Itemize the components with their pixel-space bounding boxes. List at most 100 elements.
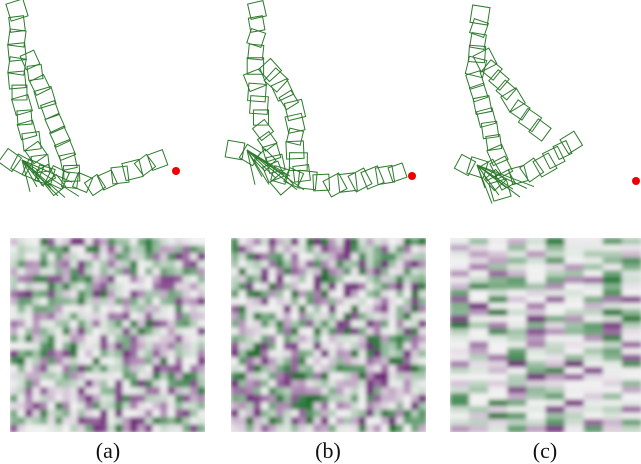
heatmap-cell (10, 290, 18, 298)
heatmap-cell (198, 290, 206, 298)
heatmap-cell (33, 410, 41, 418)
heatmap-cell (336, 372, 344, 380)
heatmap-cell (269, 320, 277, 328)
heatmap-cell (404, 402, 412, 410)
heatmap-cell (546, 342, 566, 349)
heatmap-cell (404, 238, 412, 246)
heatmap-cell (18, 320, 26, 328)
heatmap-cell (603, 413, 623, 420)
heatmap-cell (336, 328, 344, 336)
heatmap-cell (108, 357, 116, 365)
heatmap-cell (160, 238, 168, 246)
heatmap-cell (488, 367, 508, 374)
heatmap-cell (63, 298, 71, 306)
heatmap-cell (168, 305, 176, 313)
heatmap-cell (329, 387, 337, 395)
heatmap-cell (299, 275, 307, 283)
heatmap-cell (507, 309, 527, 316)
heatmap-cell (40, 395, 48, 403)
heatmap-cell (359, 387, 367, 395)
heatmap-cell (10, 365, 18, 373)
heatmap-cell (603, 380, 623, 387)
heatmap-cell (336, 380, 344, 388)
heatmap-cell (33, 335, 41, 343)
heatmap-cell (175, 365, 183, 373)
heatmap-cell (546, 329, 566, 336)
heatmap-cell (351, 320, 359, 328)
heatmap-cell (329, 335, 337, 343)
heatmap-cell (175, 357, 183, 365)
heatmap-cell (314, 425, 322, 433)
heatmap-cell (276, 365, 284, 373)
heatmap-cell (190, 402, 198, 410)
heatmap-cell (284, 335, 292, 343)
heatmap-cell (25, 365, 33, 373)
heatmap-cell (153, 260, 161, 268)
heatmap-cell (584, 361, 604, 368)
heatmap-cell (584, 400, 604, 407)
wire-square (30, 75, 51, 96)
heatmap-cell (396, 305, 404, 313)
heatmap-cell (198, 328, 206, 336)
heatmap-cell (488, 270, 508, 277)
heatmap-cell (130, 328, 138, 336)
heatmap-cell (622, 400, 641, 407)
heatmap-cell (108, 275, 116, 283)
heatmap-cell (396, 417, 404, 425)
heatmap-cell (115, 238, 123, 246)
heatmap-cell (261, 253, 269, 261)
heatmap-cell (622, 393, 641, 400)
heatmap-cell (123, 380, 131, 388)
heatmap-cell (33, 328, 41, 336)
heatmap-cell (55, 425, 63, 433)
heatmap-cell (190, 238, 198, 246)
heatmap-cell (85, 402, 93, 410)
heatmap-cell (40, 335, 48, 343)
heatmap-cell (366, 253, 374, 261)
heatmap-cell (40, 387, 48, 395)
heatmap-cell (299, 238, 307, 246)
heatmap-cell (18, 357, 26, 365)
heatmap-cell (469, 413, 489, 420)
heatmap-cell (321, 320, 329, 328)
heatmap-cell (239, 350, 247, 358)
heatmap-cell (261, 260, 269, 268)
heatmap-cell (55, 402, 63, 410)
heatmap-cell (55, 365, 63, 373)
heatmap-cell (299, 387, 307, 395)
heatmap-cell (351, 298, 359, 306)
heatmap-cell (344, 275, 352, 283)
heatmap-cell (246, 246, 254, 254)
heatmap-cell (138, 268, 146, 276)
heatmap-cell (374, 357, 382, 365)
heatmap-cell (100, 357, 108, 365)
heatmap-cell (160, 290, 168, 298)
heatmap-cell (404, 410, 412, 418)
heatmap-cell (153, 283, 161, 291)
heatmap-cell (10, 372, 18, 380)
heatmap-cell (546, 316, 566, 323)
heatmap-cell (381, 238, 389, 246)
heatmap-cell (291, 410, 299, 418)
heatmap-cell (183, 320, 191, 328)
heatmap-cell (33, 350, 41, 358)
heatmap-cell (488, 309, 508, 316)
heatmap-cell (70, 402, 78, 410)
heatmap-cell (239, 305, 247, 313)
heatmap-cell (130, 320, 138, 328)
heatmap-cell (404, 395, 412, 403)
heatmap-cell (190, 246, 198, 254)
heatmap-cell (396, 402, 404, 410)
heatmap-cell (100, 350, 108, 358)
heatmap-cell (115, 260, 123, 268)
heatmap-cell (314, 365, 322, 373)
heatmap-cell (175, 260, 183, 268)
heatmap-cell (344, 246, 352, 254)
heatmap-cell (411, 402, 419, 410)
heatmap-cell (48, 417, 56, 425)
heatmap-cell (63, 410, 71, 418)
heatmap-cell (175, 395, 183, 403)
wireframes (0, 0, 583, 204)
heatmap-cell (276, 290, 284, 298)
heatmap-cell (93, 298, 101, 306)
